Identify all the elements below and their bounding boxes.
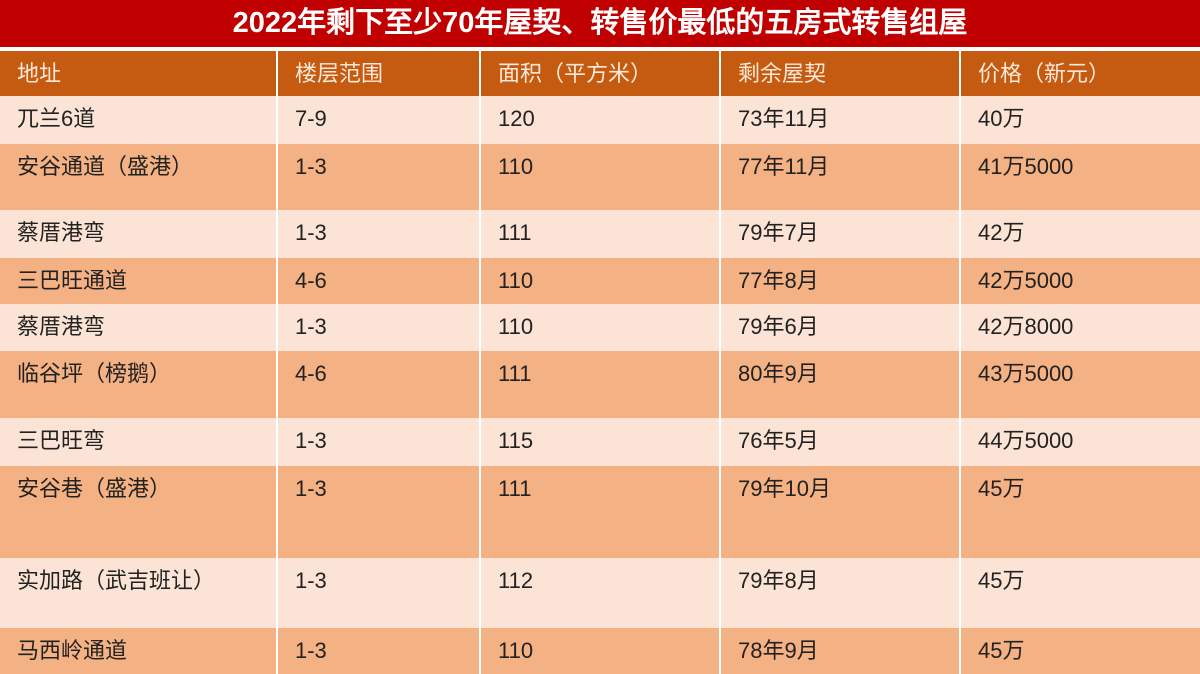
cell-price: 42万5000	[959, 258, 1200, 304]
cell-address: 安谷通道（盛港）	[0, 144, 277, 210]
cell-floor-range: 4-6	[276, 351, 480, 418]
cell-price: 42万	[959, 210, 1200, 258]
cell-price: 45万	[959, 466, 1200, 558]
cell-price: 40万	[959, 96, 1200, 144]
cell-remaining-lease: 79年6月	[719, 304, 960, 351]
resale-flats-table: 地址 楼层范围 面积（平方米） 剩余屋契 价格（新元） 兀兰6道 7-9 120 73…	[0, 51, 1200, 674]
cell-area: 115	[479, 418, 720, 466]
table-row: 兀兰6道 7-9 120 73年11月 40万	[0, 96, 1200, 144]
cell-price: 45万	[959, 558, 1200, 628]
cell-remaining-lease: 77年8月	[719, 258, 960, 304]
table-row: 临谷坪（榜鹅） 4-6 111 80年9月 43万5000	[0, 351, 1200, 418]
cell-address: 实加路（武吉班让）	[0, 558, 277, 628]
cell-address: 安谷巷（盛港）	[0, 466, 277, 558]
cell-remaining-lease: 79年8月	[719, 558, 960, 628]
cell-floor-range: 1-3	[276, 144, 480, 210]
cell-floor-range: 1-3	[276, 304, 480, 351]
table-row: 三巴旺通道 4-6 110 77年8月 42万5000	[0, 258, 1200, 304]
cell-area: 111	[479, 351, 720, 418]
column-header-price: 价格（新元）	[959, 51, 1200, 96]
cell-area: 111	[479, 466, 720, 558]
cell-remaining-lease: 73年11月	[719, 96, 960, 144]
cell-price: 45万	[959, 628, 1200, 674]
table-row: 蔡厝港弯 1-3 110 79年6月 42万8000	[0, 304, 1200, 351]
cell-area: 110	[479, 628, 720, 674]
cell-address: 三巴旺通道	[0, 258, 277, 304]
cell-price: 43万5000	[959, 351, 1200, 418]
table-title: 2022年剩下至少70年屋契、转售价最低的五房式转售组屋	[0, 0, 1200, 47]
header-row: 地址 楼层范围 面积（平方米） 剩余屋契 价格（新元）	[0, 51, 1200, 96]
cell-area: 110	[479, 258, 720, 304]
cell-address: 临谷坪（榜鹅）	[0, 351, 277, 418]
cell-address: 马西岭通道	[0, 628, 277, 674]
cell-area: 110	[479, 304, 720, 351]
cell-price: 41万5000	[959, 144, 1200, 210]
table-row: 蔡厝港弯 1-3 111 79年7月 42万	[0, 210, 1200, 258]
cell-area: 110	[479, 144, 720, 210]
table-row: 安谷通道（盛港） 1-3 110 77年11月 41万5000	[0, 144, 1200, 210]
cell-area: 120	[479, 96, 720, 144]
column-header-area: 面积（平方米）	[479, 51, 720, 96]
table-row: 安谷巷（盛港） 1-3 111 79年10月 45万	[0, 466, 1200, 558]
table-row: 实加路（武吉班让） 1-3 112 79年8月 45万	[0, 558, 1200, 628]
cell-floor-range: 7-9	[276, 96, 480, 144]
cell-remaining-lease: 78年9月	[719, 628, 960, 674]
table-row: 三巴旺弯 1-3 115 76年5月 44万5000	[0, 418, 1200, 466]
cell-address: 蔡厝港弯	[0, 304, 277, 351]
column-header-remaining-lease: 剩余屋契	[719, 51, 960, 96]
table-row: 马西岭通道 1-3 110 78年9月 45万	[0, 628, 1200, 674]
column-header-floor-range: 楼层范围	[276, 51, 480, 96]
cell-remaining-lease: 76年5月	[719, 418, 960, 466]
cell-address: 三巴旺弯	[0, 418, 277, 466]
cell-area: 111	[479, 210, 720, 258]
cell-remaining-lease: 80年9月	[719, 351, 960, 418]
cell-floor-range: 1-3	[276, 558, 480, 628]
column-header-address: 地址	[0, 51, 277, 96]
cell-floor-range: 4-6	[276, 258, 480, 304]
cell-price: 44万5000	[959, 418, 1200, 466]
cell-address: 兀兰6道	[0, 96, 277, 144]
cell-floor-range: 1-3	[276, 466, 480, 558]
cell-area: 112	[479, 558, 720, 628]
cell-price: 42万8000	[959, 304, 1200, 351]
divider	[0, 47, 1200, 51]
cell-floor-range: 1-3	[276, 418, 480, 466]
cell-remaining-lease: 77年11月	[719, 144, 960, 210]
cell-floor-range: 1-3	[276, 628, 480, 674]
cell-remaining-lease: 79年10月	[719, 466, 960, 558]
cell-remaining-lease: 79年7月	[719, 210, 960, 258]
cell-floor-range: 1-3	[276, 210, 480, 258]
cell-address: 蔡厝港弯	[0, 210, 277, 258]
